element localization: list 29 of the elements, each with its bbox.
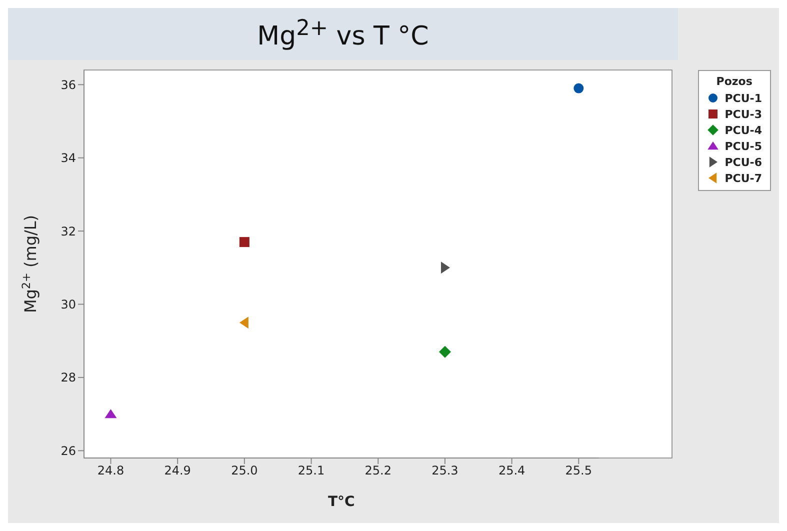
legend-label: PCU-4 — [724, 124, 762, 136]
x-tick-label: 25.0 — [231, 464, 258, 478]
legend-title: Pozos — [715, 75, 754, 88]
x-tick-label: 25.4 — [498, 464, 526, 478]
point — [239, 316, 248, 329]
chart-title: Mg$^{2+}$ vs T °C — [257, 16, 429, 52]
point — [438, 346, 451, 358]
y-tick-label: 34 — [60, 151, 76, 166]
point — [440, 262, 450, 274]
x-tick-label: 25.2 — [364, 464, 392, 478]
y-tick-label: 28 — [60, 370, 76, 385]
x-tick-label: 24.8 — [97, 464, 124, 478]
y-tick-label: 26 — [60, 444, 76, 458]
legend-label: PCU-3 — [724, 108, 762, 120]
point — [574, 83, 584, 94]
point — [239, 237, 250, 248]
x-tick-label: 25.3 — [432, 464, 458, 478]
legend-label: PCU-6 — [724, 156, 762, 168]
x-tick-label: 25.5 — [565, 464, 592, 478]
legend-label: PCU-7 — [724, 172, 762, 184]
legend-label: PCU-5 — [724, 140, 762, 152]
x-tick-label: 25.1 — [298, 464, 325, 478]
y-tick-label: 30 — [60, 298, 76, 312]
y-tick-label: 36 — [60, 78, 76, 92]
y-tick-label: 32 — [60, 224, 76, 238]
x-axis-title: T°C — [328, 494, 355, 510]
point — [104, 409, 117, 418]
x-tick-label: 24.9 — [164, 464, 191, 478]
legend-label: PCU-1 — [724, 92, 762, 104]
